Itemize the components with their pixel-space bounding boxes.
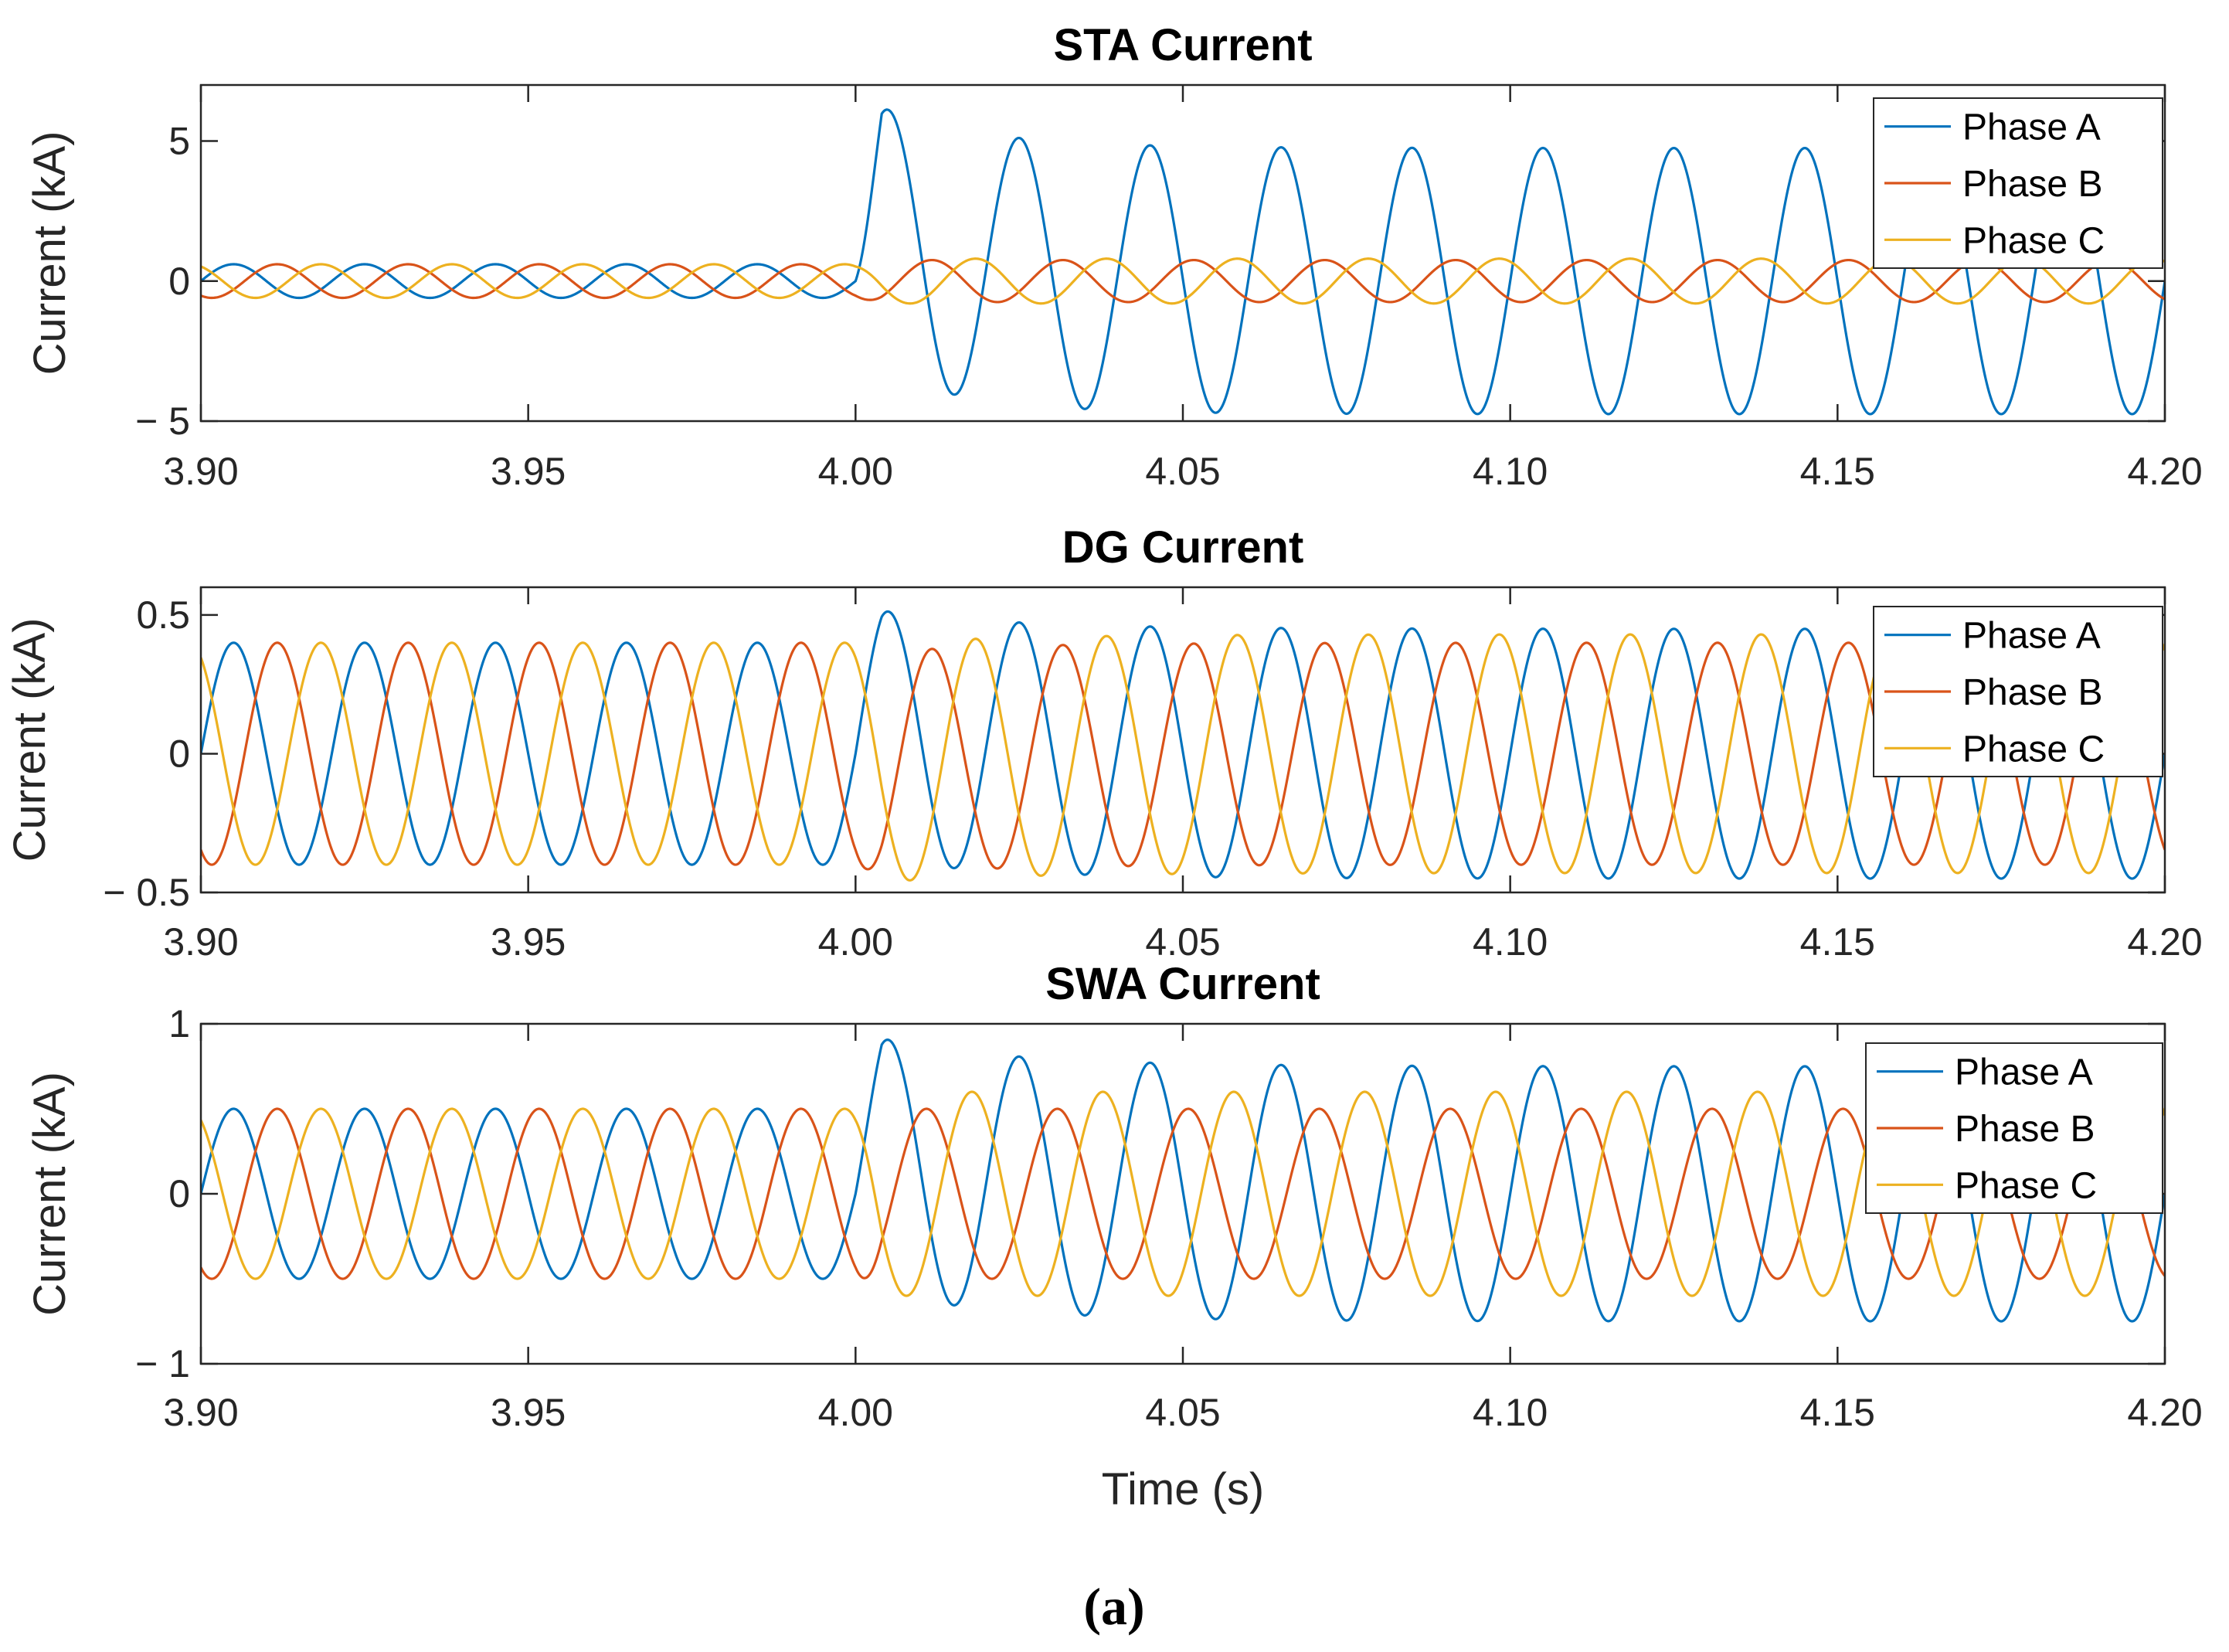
y-axis-label: Current (kA) <box>25 131 75 376</box>
x-tick-label: 4.10 <box>1473 920 1548 964</box>
y-axis-label: Current (kA) <box>5 618 55 862</box>
x-tick-label: 4.05 <box>1145 450 1220 493</box>
x-tick-label: 4.15 <box>1800 450 1875 493</box>
legend-label: Phase A <box>1962 107 2101 148</box>
series-line-phase-c <box>201 1090 2165 1297</box>
y-tick-label: − 0.5 <box>103 871 190 914</box>
y-tick-label: 0.5 <box>136 593 190 637</box>
x-tick-label: 4.20 <box>2127 1391 2202 1434</box>
plot-area <box>201 85 2165 421</box>
x-tick-label: 3.95 <box>491 920 566 964</box>
x-tick-label: 4.10 <box>1473 1391 1548 1434</box>
x-tick-label: 3.90 <box>163 1391 238 1434</box>
x-tick-label: 3.90 <box>163 450 238 493</box>
chart-panel-1: 3.90 3.95 4.00 4.05 4.10 4.15 4.20 − 5 0 5 STA Cur… <box>25 20 2203 493</box>
x-tick-label: 3.95 <box>491 450 566 493</box>
x-tick-label: 4.10 <box>1473 450 1548 493</box>
figure-caption: (a) <box>1083 1577 1144 1636</box>
series-line-phase-a <box>201 610 2165 880</box>
legend-label: Phase B <box>1962 672 2102 713</box>
chart-title: DG Current <box>1062 522 1304 573</box>
series-line-phase-c <box>201 633 2165 882</box>
x-tick-label: 4.05 <box>1145 920 1220 964</box>
y-axis-label: Current (kA) <box>25 1072 75 1316</box>
chart-title: SWA Current <box>1045 959 1320 1009</box>
x-tick-label: 3.90 <box>163 920 238 964</box>
y-tick-label: 1 <box>168 1002 190 1045</box>
legend-label: Phase C <box>1962 220 2105 261</box>
legend-label: Phase C <box>1955 1165 2097 1206</box>
legend: Phase A Phase B Phase C <box>1873 97 2163 269</box>
y-tick-label: 5 <box>168 120 190 163</box>
legend: Phase A Phase B Phase C <box>1865 1042 2163 1214</box>
y-tick-label: 0 <box>168 260 190 303</box>
x-tick-label: 4.15 <box>1800 1391 1875 1434</box>
plots-group: 3.90 3.95 4.00 4.05 4.10 4.15 4.20 − 5 0 5 STA Cur… <box>5 20 2203 1514</box>
legend-label: Phase C <box>1962 729 2105 770</box>
chart-panel-2: 3.90 3.95 4.00 4.05 4.10 4.15 4.20 − 0.5 0 0.5 DG … <box>5 522 2203 964</box>
legend: Phase A Phase B Phase C <box>1873 606 2163 777</box>
y-tick-label: − 5 <box>135 399 190 443</box>
series-line-phase-b <box>201 258 2165 304</box>
series-line-phase-c <box>201 257 2165 305</box>
x-tick-label: 4.00 <box>818 920 893 964</box>
series-line-phase-b <box>201 641 2165 871</box>
x-axis-label: Time (s) <box>1102 1464 1264 1514</box>
x-tick-label: 4.00 <box>818 1391 893 1434</box>
series-line-phase-b <box>201 1107 2165 1280</box>
plot-area <box>201 587 2165 892</box>
x-tick-label: 4.20 <box>2127 450 2202 493</box>
y-tick-label: − 1 <box>135 1342 190 1385</box>
legend-label: Phase B <box>1962 164 2102 205</box>
y-tick-label: 0 <box>168 732 190 775</box>
legend-label: Phase A <box>1955 1052 2093 1093</box>
legend-label: Phase A <box>1962 616 2101 657</box>
chart-title: STA Current <box>1053 20 1312 70</box>
y-tick-label: 0 <box>168 1172 190 1215</box>
series-line-phase-a <box>201 108 2165 416</box>
x-tick-label: 4.15 <box>1800 920 1875 964</box>
x-tick-label: 3.95 <box>491 1391 566 1434</box>
series-line-phase-a <box>201 1038 2165 1323</box>
legend-label: Phase B <box>1955 1109 2095 1150</box>
x-tick-label: 4.00 <box>818 450 893 493</box>
chart-panel-3: 3.90 3.95 4.00 4.05 4.10 4.15 4.20 − 1 0 1 SWA Cur… <box>25 959 2203 1514</box>
x-tick-label: 4.20 <box>2127 920 2202 964</box>
x-tick-label: 4.05 <box>1145 1391 1220 1434</box>
